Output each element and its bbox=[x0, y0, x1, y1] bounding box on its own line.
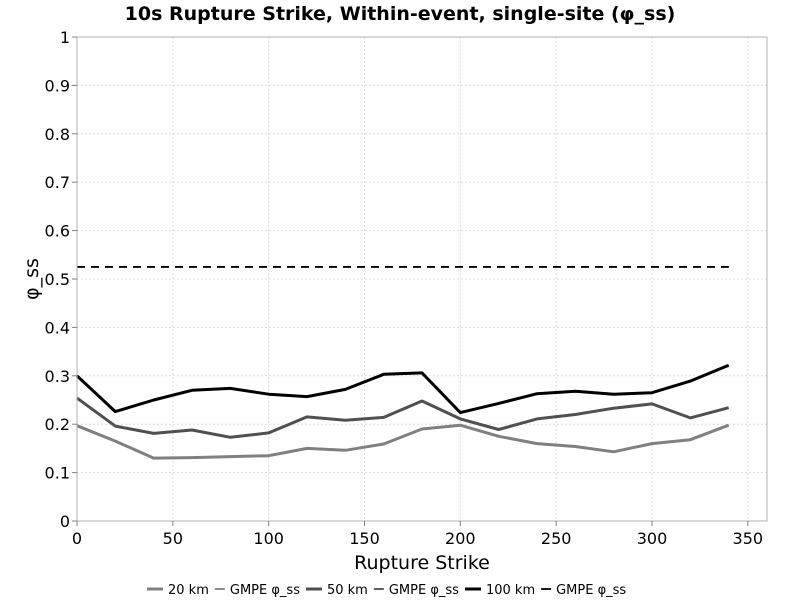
x-tick-label: 0 bbox=[72, 529, 82, 548]
y-tick-label: 0.1 bbox=[45, 464, 70, 483]
legend-label-5: GMPE φ_ss bbox=[556, 583, 626, 598]
series-layer bbox=[75, 265, 730, 460]
series-line-4 bbox=[75, 363, 730, 415]
y-axis-ticks: 0 0.1 0.2 0.3 0.4 0.5 0.6 0.7 0.8 0.9 1 bbox=[45, 28, 77, 531]
chart-title: 10s Rupture Strike, Within-event, single… bbox=[125, 3, 676, 25]
legend-label-0: 20 km bbox=[168, 583, 209, 598]
x-tick-label: 350 bbox=[733, 529, 764, 548]
series-line-0 bbox=[76, 423, 730, 460]
legend: 20 km GMPE φ_ss 50 km GMPE φ_ss 100 km GMPE φ… bbox=[147, 583, 626, 598]
y-tick-label: 0.3 bbox=[45, 367, 70, 386]
legend-label-2: 50 km bbox=[327, 583, 368, 598]
x-tick-label: 300 bbox=[637, 529, 668, 548]
y-tick-label: 0.5 bbox=[45, 270, 70, 289]
series-line-2 bbox=[76, 396, 730, 439]
legend-label-1: GMPE φ_ss bbox=[230, 583, 300, 598]
y-tick-label: 0.6 bbox=[45, 222, 70, 241]
y-tick-label: 0.7 bbox=[45, 173, 70, 192]
y-tick-label: 0.4 bbox=[45, 318, 70, 337]
x-tick-label: 50 bbox=[163, 529, 183, 548]
legend-label-4: 100 km bbox=[486, 583, 535, 598]
y-tick-label: 0.9 bbox=[45, 76, 70, 95]
x-tick-label: 200 bbox=[445, 529, 476, 548]
x-tick-label: 150 bbox=[349, 529, 380, 548]
x-tick-label: 100 bbox=[253, 529, 284, 548]
y-tick-label: 1 bbox=[60, 28, 70, 47]
x-tick-label: 250 bbox=[541, 529, 572, 548]
y-tick-label: 0.8 bbox=[45, 125, 70, 144]
legend-label-3: GMPE φ_ss bbox=[389, 583, 459, 598]
y-tick-label: 0.2 bbox=[45, 415, 70, 434]
y-tick-label: 0 bbox=[60, 512, 70, 531]
x-axis-ticks: 0 50 100 150 200 250 300 350 bbox=[72, 521, 763, 548]
x-axis-title: Rupture Strike bbox=[354, 552, 490, 574]
y-axis-title: φ_ss bbox=[21, 258, 43, 300]
